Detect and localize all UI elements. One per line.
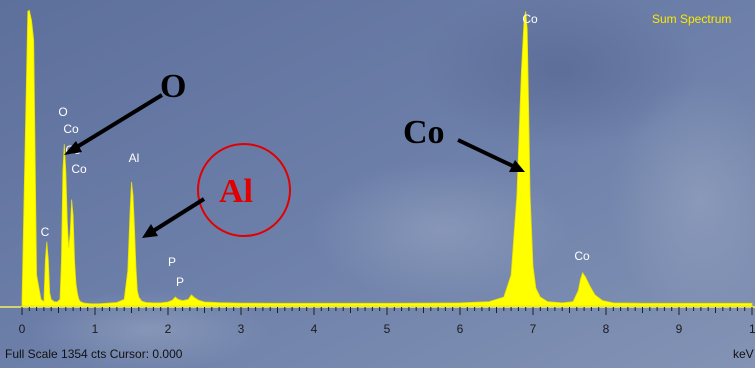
- unit-label: keV: [733, 347, 754, 361]
- x-tick-label: 9: [676, 322, 683, 336]
- background-texture: [310, 160, 570, 300]
- x-tick-label: 6: [457, 322, 464, 336]
- highlight-circle: [197, 143, 291, 237]
- spectrum-series: [21, 9, 753, 307]
- peak-label: P: [168, 255, 176, 269]
- x-tick-label: 1: [92, 322, 99, 336]
- peak-label: C: [41, 225, 50, 239]
- background-texture: [30, 290, 270, 368]
- x-axis: 0 1 2 3 4 5 6 7 8 9 10: [0, 306, 755, 336]
- status-readout: Full Scale 1354 cts Cursor: 0.000: [5, 347, 183, 361]
- x-tick-label: 5: [384, 322, 391, 336]
- peak-label: P: [176, 275, 184, 289]
- annotation-arrow: [148, 197, 206, 235]
- annotation-arrow: [457, 138, 516, 169]
- spectrum-title: Sum Spectrum: [652, 12, 731, 26]
- x-tick-label: 2: [165, 322, 172, 336]
- peak-label: Co: [574, 249, 590, 263]
- annotation-label: Al: [219, 173, 253, 210]
- x-tick-label: 3: [238, 322, 245, 336]
- annotation-arrow: [70, 93, 164, 152]
- annotation-label: Co: [403, 114, 445, 151]
- annotation-aluminium: Al: [142, 143, 291, 238]
- arrow-head: [509, 160, 525, 172]
- peak-label: O: [58, 105, 67, 119]
- annotation-oxygen: O: [64, 68, 186, 155]
- peak-label: Co: [522, 12, 538, 26]
- peak-label: Co: [71, 162, 87, 176]
- background-texture: [610, 80, 755, 320]
- background-texture: [420, 0, 700, 150]
- arrow-head: [142, 224, 158, 238]
- x-tick-label: 0: [19, 322, 26, 336]
- x-tick-label: 8: [603, 322, 610, 336]
- annotation-label: O: [160, 68, 186, 105]
- spectrum-layer: [21, 9, 753, 307]
- peak-label: Co: [63, 122, 79, 136]
- peak-label: Al: [129, 151, 140, 165]
- x-tick-label: 7: [530, 322, 537, 336]
- annotation-cobalt: Co: [403, 114, 525, 172]
- x-tick-label: 10: [749, 322, 755, 336]
- arrow-head: [64, 141, 82, 155]
- x-tick-label: 4: [311, 322, 318, 336]
